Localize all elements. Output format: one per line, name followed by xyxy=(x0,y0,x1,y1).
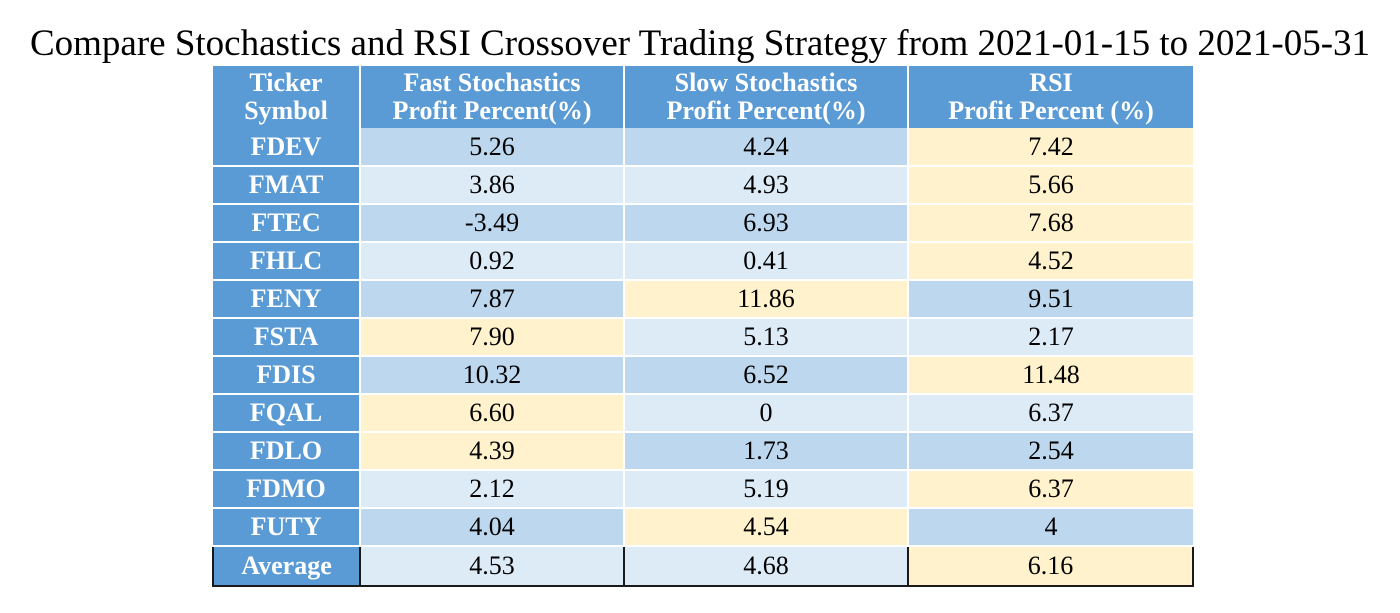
average-label: Average xyxy=(212,545,361,587)
profit-table: Ticker Symbol Fast Stochastics Profit Pe… xyxy=(212,66,1194,587)
cell-rsi: 6.37 xyxy=(907,470,1193,509)
table-row: FSTA 7.90 5.13 2.17 xyxy=(213,318,1193,357)
table-row: FMAT 3.86 4.93 5.66 xyxy=(213,166,1193,205)
ticker-symbol: FUTY xyxy=(213,508,360,547)
ticker-symbol: FTEC xyxy=(213,204,360,243)
ticker-symbol: FDMO xyxy=(213,470,360,509)
table-row: FDMO 2.12 5.19 6.37 xyxy=(213,470,1193,509)
cell-rsi: 4.52 xyxy=(907,242,1193,281)
cell-fast-stochastics: 10.32 xyxy=(359,356,624,395)
ticker-symbol: FDLO xyxy=(213,432,360,471)
cell-slow-stochastics: 5.13 xyxy=(623,318,908,357)
ticker-symbol: FENY xyxy=(213,280,360,319)
table-row: FENY 7.87 11.86 9.51 xyxy=(213,280,1193,319)
table-row: FDLO 4.39 1.73 2.54 xyxy=(213,432,1193,471)
cell-fast-stochastics: 4.39 xyxy=(359,432,624,471)
cell-fast-stochastics: 4.04 xyxy=(359,508,624,547)
average-fast-stochastics: 4.53 xyxy=(359,545,625,587)
table-row: FDEV 5.26 4.24 7.42 xyxy=(213,128,1193,167)
ticker-symbol: FQAL xyxy=(213,394,360,433)
col-header-line: Profit Percent(%) xyxy=(392,96,592,125)
col-header-fast-stochastics: Fast Stochastics Profit Percent(%) xyxy=(360,66,625,128)
col-header-line: Fast Stochastics xyxy=(403,68,581,97)
average-row: Average 4.53 4.68 6.16 xyxy=(212,545,1194,587)
cell-rsi: 6.37 xyxy=(907,394,1193,433)
col-header-rsi: RSI Profit Percent (%) xyxy=(908,66,1193,128)
table-row: FDIS 10.32 6.52 11.48 xyxy=(213,356,1193,395)
chart-title: Compare Stochastics and RSI Crossover Tr… xyxy=(29,23,1371,64)
ticker-symbol: FHLC xyxy=(213,242,360,281)
cell-slow-stochastics: 4.24 xyxy=(623,128,908,167)
col-header-line: Ticker xyxy=(249,68,323,97)
cell-rsi: 7.42 xyxy=(907,128,1193,167)
cell-slow-stochastics: 11.86 xyxy=(623,280,908,319)
cell-fast-stochastics: 7.90 xyxy=(359,318,624,357)
col-header-ticker: Ticker Symbol xyxy=(213,66,361,128)
average-rsi: 6.16 xyxy=(907,545,1194,587)
cell-fast-stochastics: 6.60 xyxy=(359,394,624,433)
cell-fast-stochastics: 3.86 xyxy=(359,166,624,205)
table-row: FQAL 6.60 0 6.37 xyxy=(213,394,1193,433)
cell-rsi: 5.66 xyxy=(907,166,1193,205)
cell-rsi: 2.54 xyxy=(907,432,1193,471)
average-slow-stochastics: 4.68 xyxy=(623,545,909,587)
col-header-line: RSI xyxy=(1029,68,1073,97)
ticker-symbol: FDIS xyxy=(213,356,360,395)
cell-slow-stochastics: 0 xyxy=(623,394,908,433)
table-row: FHLC 0.92 0.41 4.52 xyxy=(213,242,1193,281)
cell-slow-stochastics: 0.41 xyxy=(623,242,908,281)
cell-fast-stochastics: 2.12 xyxy=(359,470,624,509)
col-header-slow-stochastics: Slow Stochastics Profit Percent(%) xyxy=(624,66,909,128)
cell-slow-stochastics: 4.54 xyxy=(623,508,908,547)
cell-slow-stochastics: 6.52 xyxy=(623,356,908,395)
col-header-line: Slow Stochastics xyxy=(674,68,858,97)
table-row: FUTY 4.04 4.54 4 xyxy=(213,508,1193,547)
table-row: FTEC -3.49 6.93 7.68 xyxy=(213,204,1193,243)
cell-fast-stochastics: 0.92 xyxy=(359,242,624,281)
cell-fast-stochastics: 7.87 xyxy=(359,280,624,319)
cell-slow-stochastics: 1.73 xyxy=(623,432,908,471)
cell-slow-stochastics: 4.93 xyxy=(623,166,908,205)
cell-rsi: 11.48 xyxy=(907,356,1193,395)
cell-rsi: 4 xyxy=(907,508,1193,547)
table-body: FDEV 5.26 4.24 7.42 FMAT 3.86 4.93 5.66 FTEC -3.4… xyxy=(213,128,1193,547)
ticker-symbol: FSTA xyxy=(213,318,360,357)
cell-fast-stochastics: -3.49 xyxy=(359,204,624,243)
cell-rsi: 2.17 xyxy=(907,318,1193,357)
cell-fast-stochastics: 5.26 xyxy=(359,128,624,167)
cell-rsi: 9.51 xyxy=(907,280,1193,319)
cell-rsi: 7.68 xyxy=(907,204,1193,243)
ticker-symbol: FMAT xyxy=(213,166,360,205)
ticker-symbol: FDEV xyxy=(213,128,360,167)
header-row: Ticker Symbol Fast Stochastics Profit Pe… xyxy=(213,66,1193,128)
cell-slow-stochastics: 5.19 xyxy=(623,470,908,509)
col-header-line: Symbol xyxy=(244,96,328,125)
cell-slow-stochastics: 6.93 xyxy=(623,204,908,243)
col-header-line: Profit Percent (%) xyxy=(948,96,1154,125)
col-header-line: Profit Percent(%) xyxy=(666,96,866,125)
